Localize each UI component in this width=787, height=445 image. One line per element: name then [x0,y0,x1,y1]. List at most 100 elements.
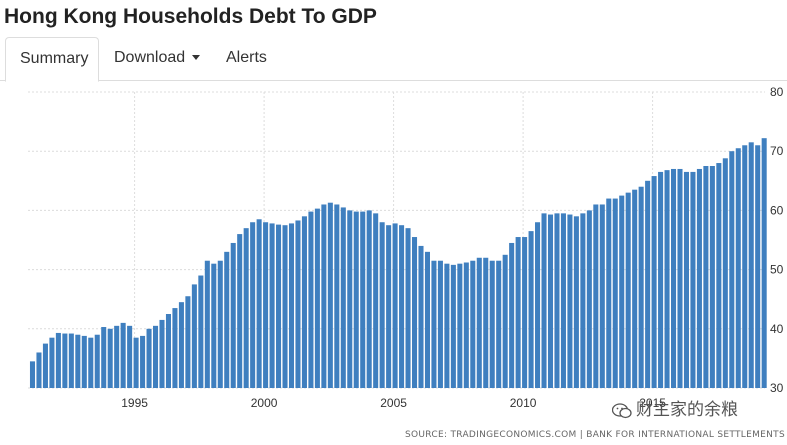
chart-bar [573,216,579,388]
chart-bar [42,343,48,388]
chart-bar [340,207,346,388]
chart-bar [671,168,677,388]
chart-bar [153,325,159,388]
chart-bar [36,352,42,388]
chart-bar [295,220,301,388]
chart-bar [347,210,353,388]
chart-bar [360,211,366,388]
chart-bar [55,332,61,388]
source-text: SOURCE: TRADINGECONOMICS.COM | BANK FOR … [405,430,785,440]
chart-bar [243,228,249,388]
chart-bar [392,223,398,388]
chart-bar [308,211,314,388]
chart-bar [690,171,696,388]
x-tick-label: 2000 [251,396,278,410]
chart-bar [334,204,340,388]
chart-bar [418,245,424,388]
chart-bar [742,145,748,388]
chart-bar [412,237,418,388]
chart-bar [269,223,275,388]
chart-bar [535,222,541,388]
chart-bar [677,168,683,388]
chart-bar [593,204,599,388]
y-tick-label: 50 [770,263,784,277]
chart-bar [399,225,405,388]
chart-bar [288,223,295,388]
chart-bar [528,231,534,388]
chart-bar [424,251,430,388]
chart-bar [567,214,573,388]
chart-bar [489,260,495,388]
chart-bar [470,260,476,388]
chart-bar [703,166,709,388]
chart-bar [638,186,644,388]
chart-bar [502,254,508,388]
chart-bar [256,219,262,388]
chart-bar [321,204,327,388]
chart-bar [107,328,113,388]
chart-bar [658,171,664,388]
chart-bar [114,325,120,388]
chart-bar [729,151,735,388]
chart-bar [327,202,333,388]
tab-alerts-label: Alerts [226,49,267,66]
chart-bar [198,275,204,388]
chart-bar [748,142,754,388]
tab-summary-label: Summary [20,50,89,67]
x-tick-label: 2005 [380,396,407,410]
chart-bar [178,302,184,388]
chart-bar [133,337,139,388]
chart-bar [599,204,605,388]
x-tick-label: 2010 [510,396,537,410]
y-tick-label: 70 [770,144,784,158]
chart-bar [386,225,392,388]
chart-bar [146,328,152,388]
chart-bar [68,333,74,388]
chart-bar [632,189,638,388]
chart-bar [127,325,133,388]
chart-bar [463,262,469,388]
chart-bar [379,222,385,388]
chart-bar [515,237,521,388]
chart-bar [101,327,107,388]
chart-bar [159,319,165,388]
y-tick-label: 60 [770,203,784,217]
chart-bar [301,216,307,388]
chart-bar [619,195,625,388]
chart-bar [625,192,631,388]
chart-bar [509,242,515,388]
chart-bar [664,170,670,388]
chart-bar [366,210,372,388]
chart-bar [373,213,379,388]
page-title: Hong Kong Households Debt To GDP [4,5,377,28]
wechat-icon [612,402,632,418]
x-tick-label: 2015 [639,396,666,410]
chart-bar [49,337,55,388]
chart-bar [450,264,456,388]
chart-bar [62,333,68,388]
tab-alerts[interactable]: Alerts [212,37,281,81]
y-tick-label: 40 [770,322,784,336]
chart-bar [250,222,256,388]
chart-bar [606,198,612,388]
chart-bar [230,242,236,388]
chart-bar [172,308,178,388]
chart-bar [211,263,217,388]
watermark: 财主家的余粮 [612,397,738,423]
chart-bar [580,213,586,388]
chart-bar [204,260,210,388]
chart-bar [185,296,191,388]
chart-bar [81,335,87,388]
chart-bar [457,263,463,388]
tab-summary[interactable]: Summary [5,37,99,82]
chart-bar [120,322,126,388]
chart-bar [645,180,651,388]
tab-download[interactable]: Download [100,37,214,81]
chart-bar [191,284,197,388]
chart-bar [755,145,761,388]
tab-bar: Summary Download Alerts [0,37,787,82]
chart-bar [282,225,288,388]
chart-bar [651,176,657,388]
chart-bar [522,237,528,388]
chart-bar [722,158,728,388]
